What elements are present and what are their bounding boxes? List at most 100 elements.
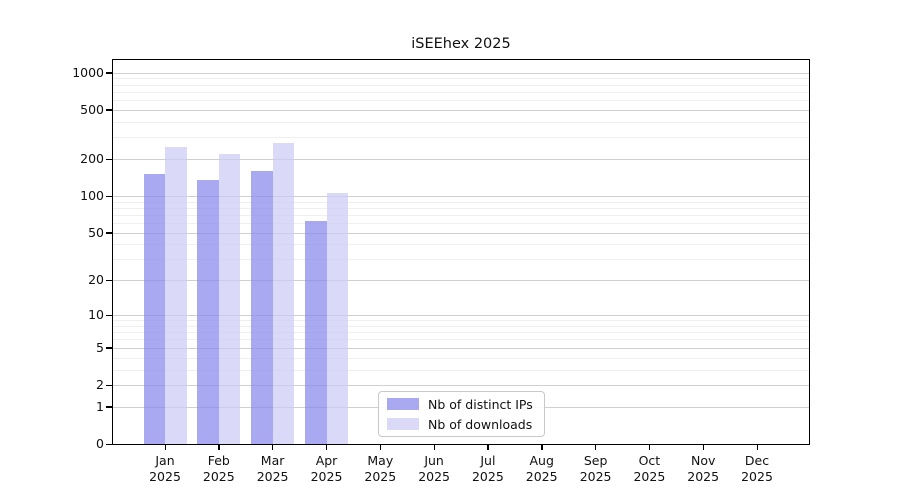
x-tick-year: 2025 (633, 469, 666, 484)
y-tick-mark (106, 406, 112, 408)
minor-gridline (113, 244, 809, 246)
legend-label-downloads: Nb of downloads (428, 416, 533, 432)
x-tick-mark (595, 445, 597, 450)
minor-gridline (113, 91, 809, 93)
y-tick-label: 1 (96, 398, 104, 414)
y-tick-mark (106, 72, 112, 74)
x-tick-year: 2025 (256, 469, 289, 484)
legend-row-distinct-ips: Nb of distinct IPs (387, 397, 536, 412)
x-tick-label: Mar 2025 (241, 453, 305, 485)
x-tick-month: Nov (690, 453, 716, 468)
x-tick-month: Aug (529, 453, 554, 468)
major-gridline (113, 280, 809, 282)
x-tick-mark (541, 445, 543, 450)
x-tick-year: 2025 (471, 469, 504, 484)
y-tick-mark (106, 109, 112, 111)
x-tick-mark (379, 445, 382, 450)
minor-gridline (113, 207, 809, 209)
major-gridline (113, 385, 809, 386)
x-tick-mark (433, 445, 435, 450)
x-tick-month: May (367, 453, 394, 468)
bar-distinct-ips-apr (305, 220, 327, 444)
major-gridline (113, 347, 809, 349)
minor-gridline (113, 332, 809, 334)
y-tick-label: 200 (80, 151, 104, 166)
x-tick-label: Jun 2025 (402, 453, 466, 485)
y-tick-mark (106, 347, 112, 349)
x-tick-year: 2025 (310, 469, 343, 484)
minor-gridline (113, 214, 809, 216)
x-tick-mark (164, 445, 166, 450)
minor-gridline (113, 339, 809, 341)
plot-area (112, 59, 810, 445)
minor-gridline (113, 84, 809, 86)
y-tick-label: 0 (96, 436, 104, 451)
minor-gridline (113, 325, 809, 327)
y-tick-mark (106, 314, 112, 316)
minor-gridline (113, 369, 809, 371)
x-tick-mark (218, 445, 220, 450)
x-tick-mark (756, 445, 758, 450)
x-tick-month: Sep (583, 453, 608, 468)
minor-gridline (113, 137, 809, 139)
x-tick-month: Dec (744, 453, 770, 468)
major-gridline (113, 72, 809, 74)
y-tick-label: 500 (80, 101, 104, 117)
x-tick-year: 2025 (149, 469, 181, 484)
x-tick-mark (702, 445, 705, 450)
minor-gridline (113, 357, 809, 359)
minor-gridline (113, 100, 809, 102)
y-tick-label: 20 (88, 272, 104, 288)
x-tick-label: Feb 2025 (187, 453, 251, 485)
minor-gridline (113, 320, 809, 322)
minor-gridline (113, 78, 809, 80)
x-tick-month: Jul (480, 453, 496, 468)
y-tick-mark (106, 384, 112, 386)
x-tick-mark (487, 445, 489, 450)
x-tick-year: 2025 (364, 469, 397, 484)
y-tick-label: 100 (80, 188, 104, 203)
bar-distinct-ips-jan (143, 174, 165, 444)
minor-gridline (113, 223, 809, 225)
major-gridline (113, 196, 809, 197)
x-tick-month: Mar (260, 453, 285, 468)
x-tick-year: 2025 (741, 469, 773, 484)
bar-downloads-jan (165, 147, 187, 444)
chart-title: iSEEhex 2025 (411, 36, 511, 52)
x-tick-mark (326, 445, 328, 450)
x-tick-label: Jan 2025 (133, 453, 197, 485)
x-tick-month: Oct (638, 453, 661, 468)
x-tick-label: Aug 2025 (510, 453, 574, 485)
y-tick-mark (106, 195, 112, 197)
legend-label-distinct-ips: Nb of distinct IPs (428, 396, 533, 412)
x-tick-mark (272, 445, 274, 450)
x-tick-label: Jul 2025 (456, 453, 520, 485)
major-gridline (113, 232, 809, 234)
minor-gridline (113, 201, 809, 203)
x-tick-month: Jun (424, 453, 444, 468)
bar-distinct-ips-feb (197, 180, 219, 444)
major-gridline (113, 109, 809, 111)
x-tick-year: 2025 (525, 469, 558, 484)
y-tick-mark (106, 279, 112, 282)
legend-swatch-downloads (387, 418, 419, 430)
x-tick-label: Oct 2025 (617, 453, 681, 485)
legend-row-downloads: Nb of downloads (387, 417, 536, 432)
y-tick-mark (106, 158, 112, 160)
minor-gridline (113, 121, 809, 123)
y-tick-mark (106, 232, 112, 234)
x-tick-year: 2025 (687, 469, 720, 484)
x-tick-label: Apr 2025 (295, 453, 359, 485)
x-tick-label: Dec 2025 (725, 453, 789, 485)
minor-gridline (113, 259, 809, 261)
bar-downloads-apr (326, 193, 348, 444)
bar-downloads-mar (272, 142, 295, 444)
y-tick-mark (106, 443, 112, 445)
major-gridline (113, 315, 809, 317)
y-tick-label: 50 (88, 224, 104, 240)
legend: Nb of distinct IPs Nb of downloads (378, 391, 545, 437)
x-tick-year: 2025 (418, 469, 450, 484)
y-tick-label: 2 (96, 377, 104, 392)
x-tick-year: 2025 (579, 469, 612, 484)
